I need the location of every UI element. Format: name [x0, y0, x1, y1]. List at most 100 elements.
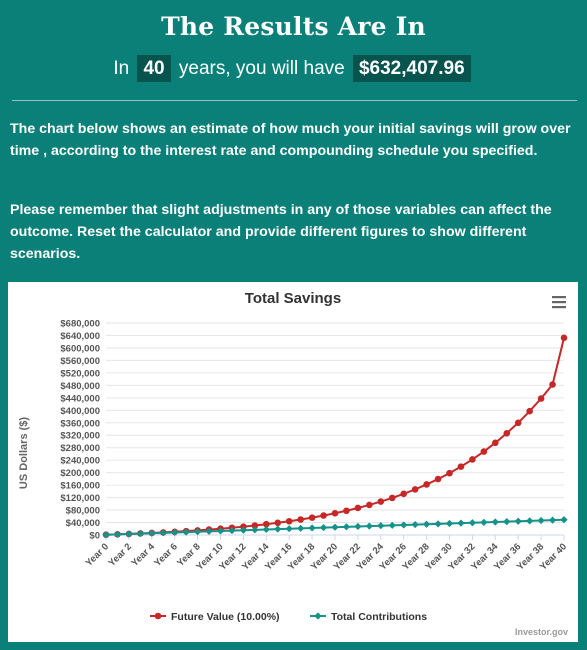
- legend-item-1[interactable]: Total Contributions: [310, 611, 427, 623]
- data-point[interactable]: [434, 520, 442, 528]
- data-point[interactable]: [274, 519, 282, 527]
- data-point[interactable]: [263, 520, 270, 528]
- data-point[interactable]: [469, 456, 476, 463]
- data-point[interactable]: [537, 395, 545, 402]
- data-point[interactable]: [297, 516, 304, 523]
- chart-card: Total Savings $0 $40,000 $80,000 $120,000 $1…: [8, 282, 578, 642]
- data-point[interactable]: [354, 522, 362, 531]
- y-tick-label: $600,000: [60, 343, 100, 354]
- y-tick-label: $160,000: [60, 481, 100, 492]
- hamburger-menu-icon[interactable]: [548, 294, 570, 312]
- chart-title: Total Savings: [245, 290, 341, 307]
- data-point[interactable]: [308, 524, 316, 532]
- data-point[interactable]: [480, 518, 488, 526]
- data-point[interactable]: [331, 509, 339, 517]
- x-tick-label: Year 6: [152, 541, 180, 569]
- data-point[interactable]: [560, 334, 568, 342]
- disclaimer-paragraph: Please remember that slight adjustments …: [10, 202, 552, 262]
- chart-credit[interactable]: Investor.gov: [515, 627, 568, 637]
- data-point[interactable]: [377, 522, 385, 530]
- y-tick-label: $200,000: [60, 468, 100, 479]
- legend-marker: [154, 612, 162, 620]
- y-tick-label: $680,000: [60, 319, 100, 330]
- data-point[interactable]: [342, 523, 351, 531]
- legend-label: Total Contributions: [331, 611, 427, 623]
- data-point[interactable]: [308, 514, 316, 521]
- data-point[interactable]: [446, 469, 453, 477]
- data-point[interactable]: [182, 528, 190, 536]
- data-point[interactable]: [434, 475, 442, 483]
- amount-value: $632,407.96: [352, 55, 471, 82]
- y-tick-label: $360,000: [60, 418, 100, 429]
- explanation-paragraph: The chart below shows an estimate of how…: [10, 121, 571, 159]
- data-point[interactable]: [548, 516, 557, 524]
- y-tick-label: $480,000: [60, 381, 100, 392]
- data-point[interactable]: [343, 507, 350, 515]
- data-point[interactable]: [411, 520, 419, 529]
- y-tick-label: $320,000: [60, 431, 100, 442]
- x-tick-label: Year 4: [129, 541, 157, 569]
- y-tick-label: $440,000: [60, 393, 100, 404]
- y-tick-label: $280,000: [60, 443, 100, 454]
- series-0: [102, 334, 568, 538]
- y-axis-label: US Dollars ($): [18, 417, 30, 489]
- data-point[interactable]: [274, 525, 282, 533]
- data-point[interactable]: [102, 531, 110, 539]
- data-point[interactable]: [205, 527, 213, 535]
- total-savings-chart: Total Savings $0 $40,000$80,000 $120,000$1…: [18, 290, 570, 637]
- x-tick-label: Year 0: [84, 541, 112, 569]
- y-tick-label: $560,000: [60, 356, 100, 367]
- data-point[interactable]: [171, 528, 179, 537]
- data-point[interactable]: [423, 481, 430, 488]
- data-point[interactable]: [354, 504, 362, 512]
- data-point[interactable]: [492, 439, 499, 447]
- data-point[interactable]: [251, 522, 259, 529]
- data-point[interactable]: [285, 525, 293, 533]
- data-point[interactable]: [365, 522, 373, 530]
- series-line: [105, 337, 565, 536]
- data-point[interactable]: [136, 529, 144, 538]
- results-prefix: In: [113, 58, 130, 79]
- data-point[interactable]: [400, 521, 408, 529]
- data-point[interactable]: [514, 419, 522, 427]
- data-point[interactable]: [148, 529, 156, 537]
- data-point[interactable]: [514, 517, 522, 525]
- data-point[interactable]: [503, 517, 511, 526]
- data-point[interactable]: [423, 520, 431, 528]
- data-point[interactable]: [297, 524, 305, 532]
- legend-item-0[interactable]: Future Value (10.00%): [150, 611, 280, 623]
- data-point[interactable]: [285, 517, 293, 525]
- data-point[interactable]: [457, 463, 465, 470]
- data-point[interactable]: [320, 512, 327, 519]
- years-value: 40: [137, 55, 171, 82]
- data-point[interactable]: [113, 530, 122, 538]
- y-tick-label: $400,000: [60, 406, 100, 417]
- data-point[interactable]: [319, 523, 328, 532]
- data-point[interactable]: [480, 448, 488, 455]
- divider: [12, 100, 577, 101]
- data-point[interactable]: [400, 490, 408, 498]
- data-point[interactable]: [411, 486, 419, 493]
- data-point[interactable]: [526, 407, 533, 415]
- data-point[interactable]: [468, 519, 476, 527]
- results-title: The Results Are In: [161, 12, 426, 41]
- y-tick-label: $0: [89, 531, 100, 542]
- results-summary: In 40 years, you will have $632,407.96: [0, 55, 587, 82]
- data-point[interactable]: [457, 519, 465, 527]
- data-point[interactable]: [388, 494, 396, 502]
- data-point[interactable]: [377, 498, 385, 505]
- data-point[interactable]: [228, 526, 236, 535]
- y-tick-label: $120,000: [60, 493, 100, 504]
- data-point[interactable]: [549, 381, 556, 388]
- data-point[interactable]: [262, 525, 270, 534]
- y-tick-label: $520,000: [60, 368, 100, 379]
- data-point[interactable]: [503, 429, 511, 437]
- data-point[interactable]: [331, 523, 339, 531]
- data-point[interactable]: [125, 530, 133, 538]
- data-point[interactable]: [445, 519, 454, 528]
- data-point[interactable]: [366, 501, 373, 509]
- results-middle: years, you will have: [178, 58, 345, 79]
- y-tick-label: $240,000: [60, 456, 100, 467]
- data-point[interactable]: [526, 517, 534, 525]
- data-point[interactable]: [491, 518, 499, 526]
